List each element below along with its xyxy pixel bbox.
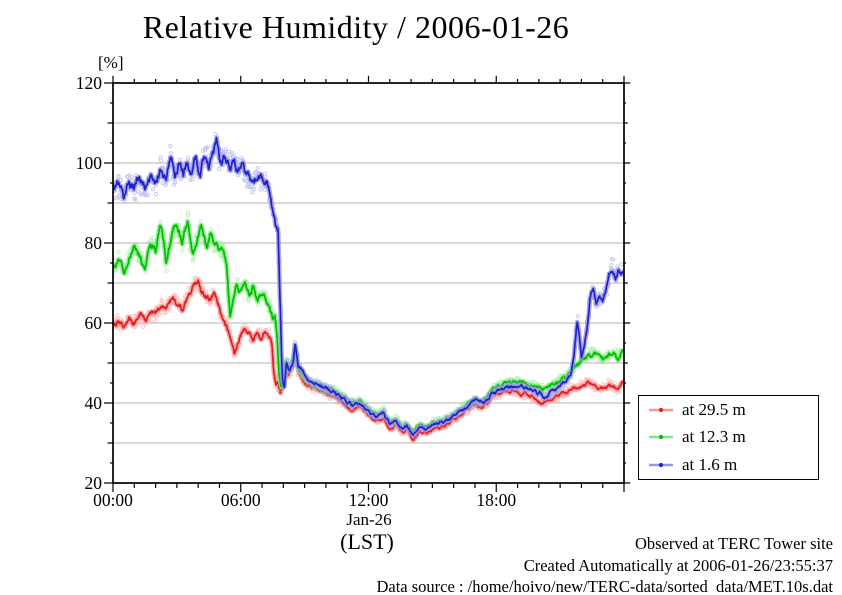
footer-data-source: Data source : /home/hoivo/new/TERC-data/… bbox=[376, 577, 833, 595]
green-series-marker-icon bbox=[649, 435, 673, 440]
svg-text:80: 80 bbox=[85, 233, 103, 253]
svg-text:120: 120 bbox=[76, 73, 103, 93]
footer-created-at: Created Automatically at 2006-01-26/23:5… bbox=[523, 555, 833, 575]
svg-text:40: 40 bbox=[85, 393, 103, 413]
tick-labels: 20 40 60 80 100 120 00:00 06:00 12:00 18:00 bbox=[76, 73, 517, 510]
plot-frame bbox=[112, 82, 625, 484]
legend-label-29-5m: at 29.5 m bbox=[682, 399, 746, 419]
series-layer bbox=[113, 132, 624, 443]
svg-text:00:00: 00:00 bbox=[93, 490, 133, 510]
blue-series-marker-icon bbox=[649, 463, 673, 468]
svg-text:60: 60 bbox=[85, 313, 103, 333]
legend-row-12-3m: at 12.3 m bbox=[648, 427, 818, 447]
footer-observed-at: Observed at TERC Tower site bbox=[634, 534, 833, 553]
legend-row-29-5m: at 29.5 m bbox=[648, 400, 818, 420]
svg-text:100: 100 bbox=[76, 153, 103, 173]
series-blue bbox=[113, 132, 624, 439]
x-axis-date-label: Jan-26 bbox=[346, 510, 392, 529]
legend-box: at 29.5 m at 12.3 m at 1.6 m bbox=[638, 395, 819, 480]
y-axis-unit-label: [%] bbox=[98, 53, 124, 72]
svg-text:12:00: 12:00 bbox=[349, 490, 389, 510]
legend-label-12-3m: at 12.3 m bbox=[682, 427, 746, 447]
axis-ticks bbox=[104, 75, 631, 492]
red-series-marker-icon bbox=[649, 407, 673, 412]
series-red bbox=[113, 276, 624, 443]
svg-text:06:00: 06:00 bbox=[221, 490, 261, 510]
legend-label-1-6m: at 1.6 m bbox=[682, 455, 738, 475]
footer-annotations: Observed at TERC Tower site Created Auto… bbox=[376, 533, 833, 595]
svg-text:18:00: 18:00 bbox=[476, 490, 516, 510]
chart-title: Relative Humidity / 2006-01-26 bbox=[142, 9, 570, 45]
legend-row-1-6m: at 1.6 m bbox=[648, 455, 818, 475]
x-axis-unit-label: (LST) bbox=[340, 529, 394, 554]
svg-text:20: 20 bbox=[85, 473, 103, 493]
